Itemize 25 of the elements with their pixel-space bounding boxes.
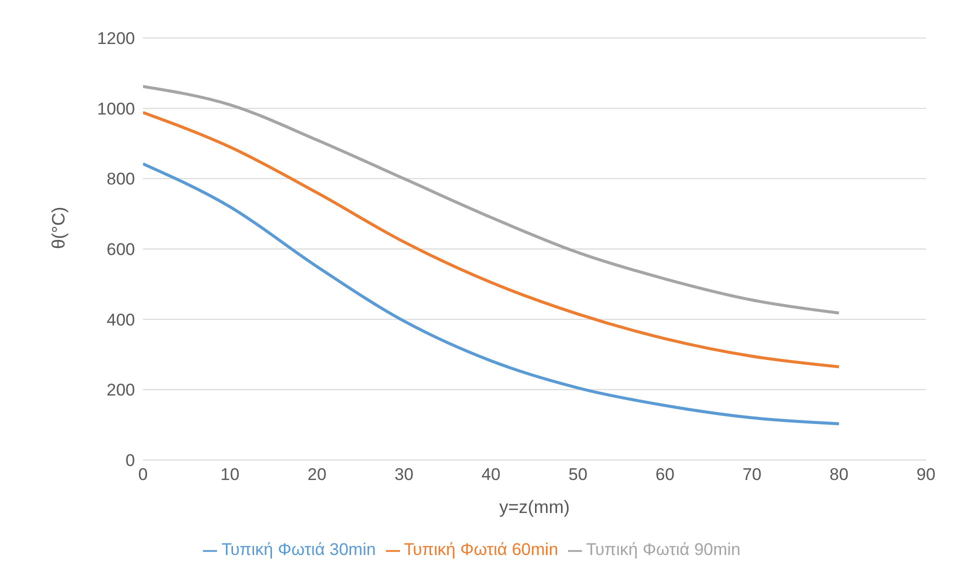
y-tick-label: 400 [106, 310, 135, 330]
line-series [143, 85, 840, 315]
x-tick-label: 90 [916, 465, 936, 484]
y-axis-title: θ(°C) [48, 206, 68, 249]
legend-label: Τυπική Φωτιά 60min [404, 540, 558, 559]
x-tick-label: 50 [568, 465, 588, 484]
line-series [143, 111, 840, 368]
line-series [143, 162, 840, 426]
x-tick-label: 30 [394, 465, 414, 484]
legend-label: Τυπική Φωτιά 30min [221, 540, 376, 559]
x-axis-title: y=z(mm) [499, 496, 570, 517]
legend-label: Τυπική Φωτιά 90min [586, 540, 741, 559]
x-tick-label: 70 [742, 465, 762, 484]
x-tick-label: 20 [308, 465, 326, 484]
y-tick-label: 0 [126, 451, 135, 470]
x-tick-label: 80 [830, 465, 848, 484]
y-tick-label: 800 [106, 170, 135, 189]
y-tick-label: 600 [106, 240, 135, 260]
x-tick-label: 10 [220, 465, 240, 484]
y-tick-label: 1200 [97, 29, 135, 48]
x-tick-label: 0 [138, 465, 148, 484]
y-tick-label: 1000 [97, 99, 135, 118]
y-tick-label: 200 [106, 380, 135, 400]
x-tick-label: 40 [482, 465, 500, 484]
x-tick-label: 60 [656, 465, 674, 484]
